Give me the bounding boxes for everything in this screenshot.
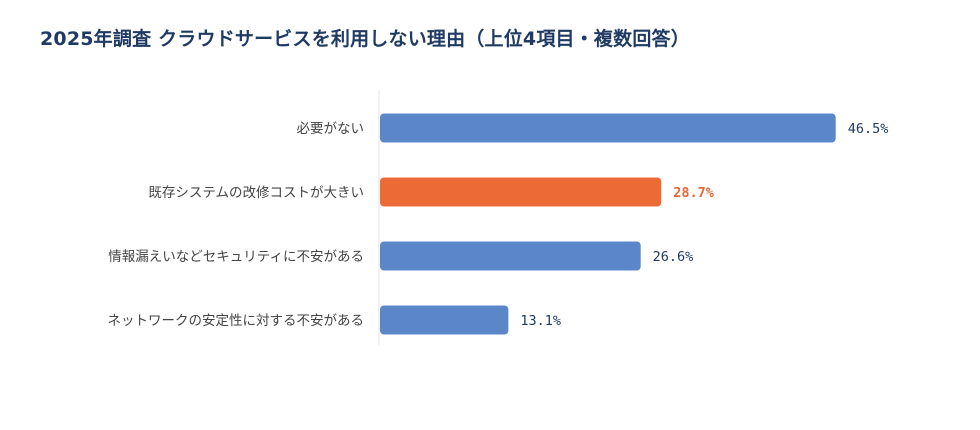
bar-1 (380, 113, 836, 143)
value-label-1: 46.5% (848, 121, 889, 137)
chart-title: 2025年調査 クラウドサービスを利用しない理由（上位4項目・複数回答） (40, 28, 690, 50)
category-label-2: 既存システムの改修コストが大きい (148, 185, 364, 201)
bars-layer: 必要がない 46.5% 既存システムの改修コストが大きい 28.7% 情報漏えいなどセキ… (108, 113, 889, 335)
value-label-3: 26.6% (653, 249, 694, 265)
category-label-4: ネットワークの安定性に対する不安がある (108, 313, 365, 329)
category-label-3: 情報漏えいなどセキュリティに不安がある (108, 249, 364, 265)
bar-4 (380, 305, 509, 335)
value-label-2: 28.7% (673, 185, 715, 201)
category-label-1: 必要がない (297, 121, 365, 137)
value-label-4: 13.1% (520, 313, 561, 329)
bar-2 (380, 177, 662, 207)
bar-3 (380, 241, 641, 271)
